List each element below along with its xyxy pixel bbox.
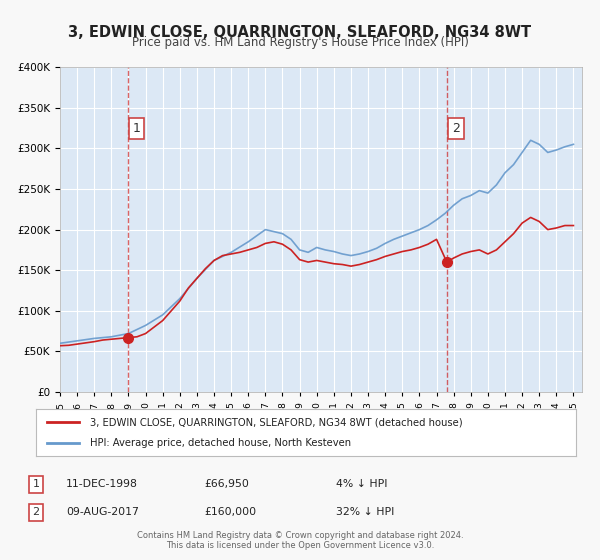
Text: 3, EDWIN CLOSE, QUARRINGTON, SLEAFORD, NG34 8WT: 3, EDWIN CLOSE, QUARRINGTON, SLEAFORD, N… bbox=[68, 25, 532, 40]
Text: 32% ↓ HPI: 32% ↓ HPI bbox=[336, 507, 394, 517]
Text: 4% ↓ HPI: 4% ↓ HPI bbox=[336, 479, 388, 489]
Text: 2: 2 bbox=[32, 507, 40, 517]
Text: Contains HM Land Registry data © Crown copyright and database right 2024.
This d: Contains HM Land Registry data © Crown c… bbox=[137, 530, 463, 550]
Text: 1: 1 bbox=[32, 479, 40, 489]
Text: £160,000: £160,000 bbox=[204, 507, 256, 517]
Text: 11-DEC-1998: 11-DEC-1998 bbox=[66, 479, 138, 489]
Text: HPI: Average price, detached house, North Kesteven: HPI: Average price, detached house, Nort… bbox=[90, 438, 351, 448]
Text: £66,950: £66,950 bbox=[204, 479, 249, 489]
Text: 3, EDWIN CLOSE, QUARRINGTON, SLEAFORD, NG34 8WT (detached house): 3, EDWIN CLOSE, QUARRINGTON, SLEAFORD, N… bbox=[90, 417, 463, 427]
Text: 2: 2 bbox=[452, 122, 460, 135]
Text: 09-AUG-2017: 09-AUG-2017 bbox=[66, 507, 139, 517]
Text: Price paid vs. HM Land Registry's House Price Index (HPI): Price paid vs. HM Land Registry's House … bbox=[131, 36, 469, 49]
Text: 1: 1 bbox=[133, 122, 140, 135]
